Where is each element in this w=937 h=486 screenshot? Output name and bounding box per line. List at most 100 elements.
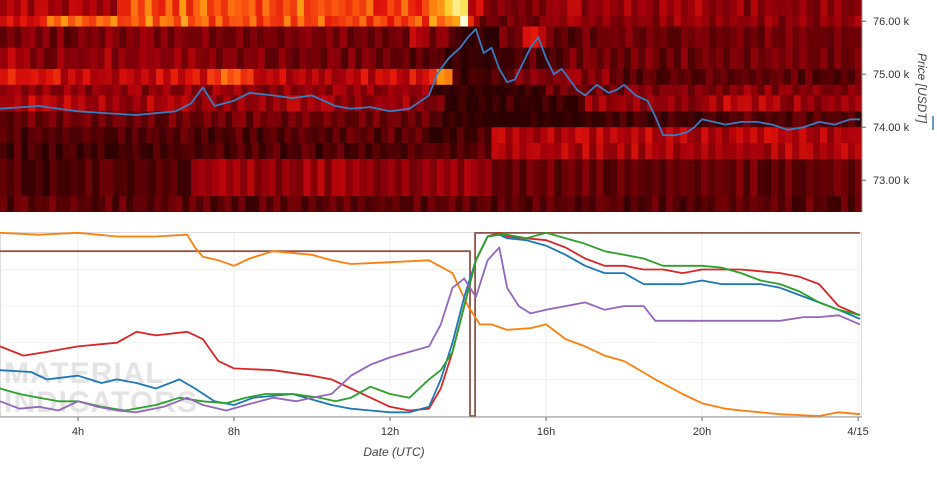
heatmap-cell	[56, 196, 64, 212]
heatmap-cell	[523, 111, 531, 128]
heatmap-cell	[716, 95, 724, 112]
heatmap-cell	[511, 196, 520, 212]
heatmap-cell	[0, 0, 8, 17]
heatmap-cell	[30, 47, 38, 70]
heatmap-cell	[547, 143, 555, 160]
heatmap-cell	[672, 196, 681, 212]
heatmap-cell	[526, 15, 534, 27]
heatmap-cell	[341, 95, 349, 112]
heatmap-cell	[659, 143, 667, 160]
heatmap-cell	[221, 68, 229, 86]
heatmap-cell	[750, 127, 758, 144]
heatmap-cell	[325, 68, 333, 86]
heatmap-cell	[827, 26, 835, 49]
heatmap-cell	[666, 15, 675, 27]
heatmap-cell	[141, 68, 150, 86]
heatmap-cell	[631, 143, 639, 160]
heatmap-cell	[631, 47, 639, 70]
heatmap-cell	[264, 47, 273, 70]
heatmap-cell	[310, 0, 319, 17]
heatmap-cell	[198, 84, 207, 96]
heatmap-cell	[408, 84, 416, 96]
heatmap-cell	[221, 127, 230, 144]
heatmap-cell	[215, 47, 224, 70]
heatmap-cell	[307, 95, 315, 112]
heatmap-cell	[736, 0, 745, 17]
heatmap-cell	[560, 196, 569, 212]
heatmap-cell	[255, 0, 263, 17]
heatmap-cell	[15, 68, 24, 86]
heatmap-cell	[595, 15, 604, 27]
heatmap-cell	[61, 0, 70, 17]
heatmap-cell	[352, 0, 360, 17]
heatmap-cell	[455, 196, 464, 212]
heatmap-cell	[771, 84, 780, 96]
heatmap-cell	[806, 84, 814, 96]
heatmap-cell	[588, 84, 597, 96]
heatmap-cell	[821, 95, 829, 112]
heatmap-cell	[429, 159, 438, 197]
heatmap-cell	[582, 143, 590, 160]
heatmap-cell	[222, 26, 231, 49]
heatmap-cell	[246, 111, 254, 128]
heatmap-cell	[505, 159, 514, 197]
heatmap-cell	[194, 127, 202, 144]
heatmap-cell	[160, 47, 168, 70]
heatmap-cell	[813, 159, 821, 197]
heatmap-cell	[90, 68, 99, 86]
heatmap-cell	[152, 127, 161, 144]
heatmap-cell	[490, 196, 499, 212]
heatmap-cell	[113, 84, 122, 96]
heatmap-cell	[460, 47, 469, 70]
heatmap-cell	[186, 0, 194, 17]
heatmap-cell	[0, 26, 8, 49]
heatmap-cell	[362, 47, 370, 70]
heatmap-cell	[526, 127, 534, 144]
heatmap-cell	[616, 68, 624, 86]
heatmap-cell	[361, 95, 370, 112]
heatmap-cell	[332, 26, 341, 49]
heatmap-cell	[287, 196, 295, 212]
heatmap-cell	[758, 95, 767, 112]
heatmap-cell	[268, 159, 276, 197]
heatmap-cell	[799, 111, 807, 128]
heatmap-cell	[284, 127, 292, 144]
heatmap-cell	[0, 196, 8, 212]
heatmap-cell	[237, 95, 246, 112]
heatmap-cell	[76, 127, 84, 144]
heatmap-cell	[785, 127, 793, 144]
heatmap-cell	[806, 26, 814, 49]
heatmap-cell	[20, 15, 28, 27]
heatmap-cell	[679, 196, 688, 212]
heatmap-cell	[715, 26, 724, 49]
heatmap-cell	[644, 196, 653, 212]
heatmap-cell	[855, 95, 862, 112]
heatmap-cell	[429, 15, 438, 27]
heatmap-cell	[827, 47, 835, 70]
heatmap-cell	[530, 68, 539, 86]
heatmap-cell	[694, 47, 703, 70]
heatmap-cell	[41, 127, 50, 144]
heatmap-cell	[90, 143, 99, 160]
heatmap-cell	[373, 159, 382, 197]
heatmap-cell	[334, 47, 342, 70]
heatmap-cell	[694, 15, 703, 27]
heatmap-cell	[707, 196, 716, 212]
heatmap-cell	[478, 95, 487, 112]
heatmap-cell	[200, 0, 208, 17]
heatmap-cell	[750, 143, 758, 160]
heatmap-cell	[366, 0, 374, 17]
heatmap-cell	[848, 159, 856, 197]
heatmap-cell	[680, 84, 689, 96]
heatmap-cell	[258, 143, 267, 160]
heatmap-cell	[182, 111, 191, 128]
heatmap-cell	[339, 127, 348, 144]
heatmap-cell	[603, 47, 612, 70]
heatmap-cell	[624, 15, 632, 27]
heatmap-cell	[365, 143, 373, 160]
heatmap-cell	[63, 159, 72, 197]
heatmap-cell	[181, 143, 189, 160]
heatmap-cell	[91, 111, 100, 128]
heatmap-cell	[42, 95, 51, 112]
heatmap-cell	[813, 84, 821, 96]
